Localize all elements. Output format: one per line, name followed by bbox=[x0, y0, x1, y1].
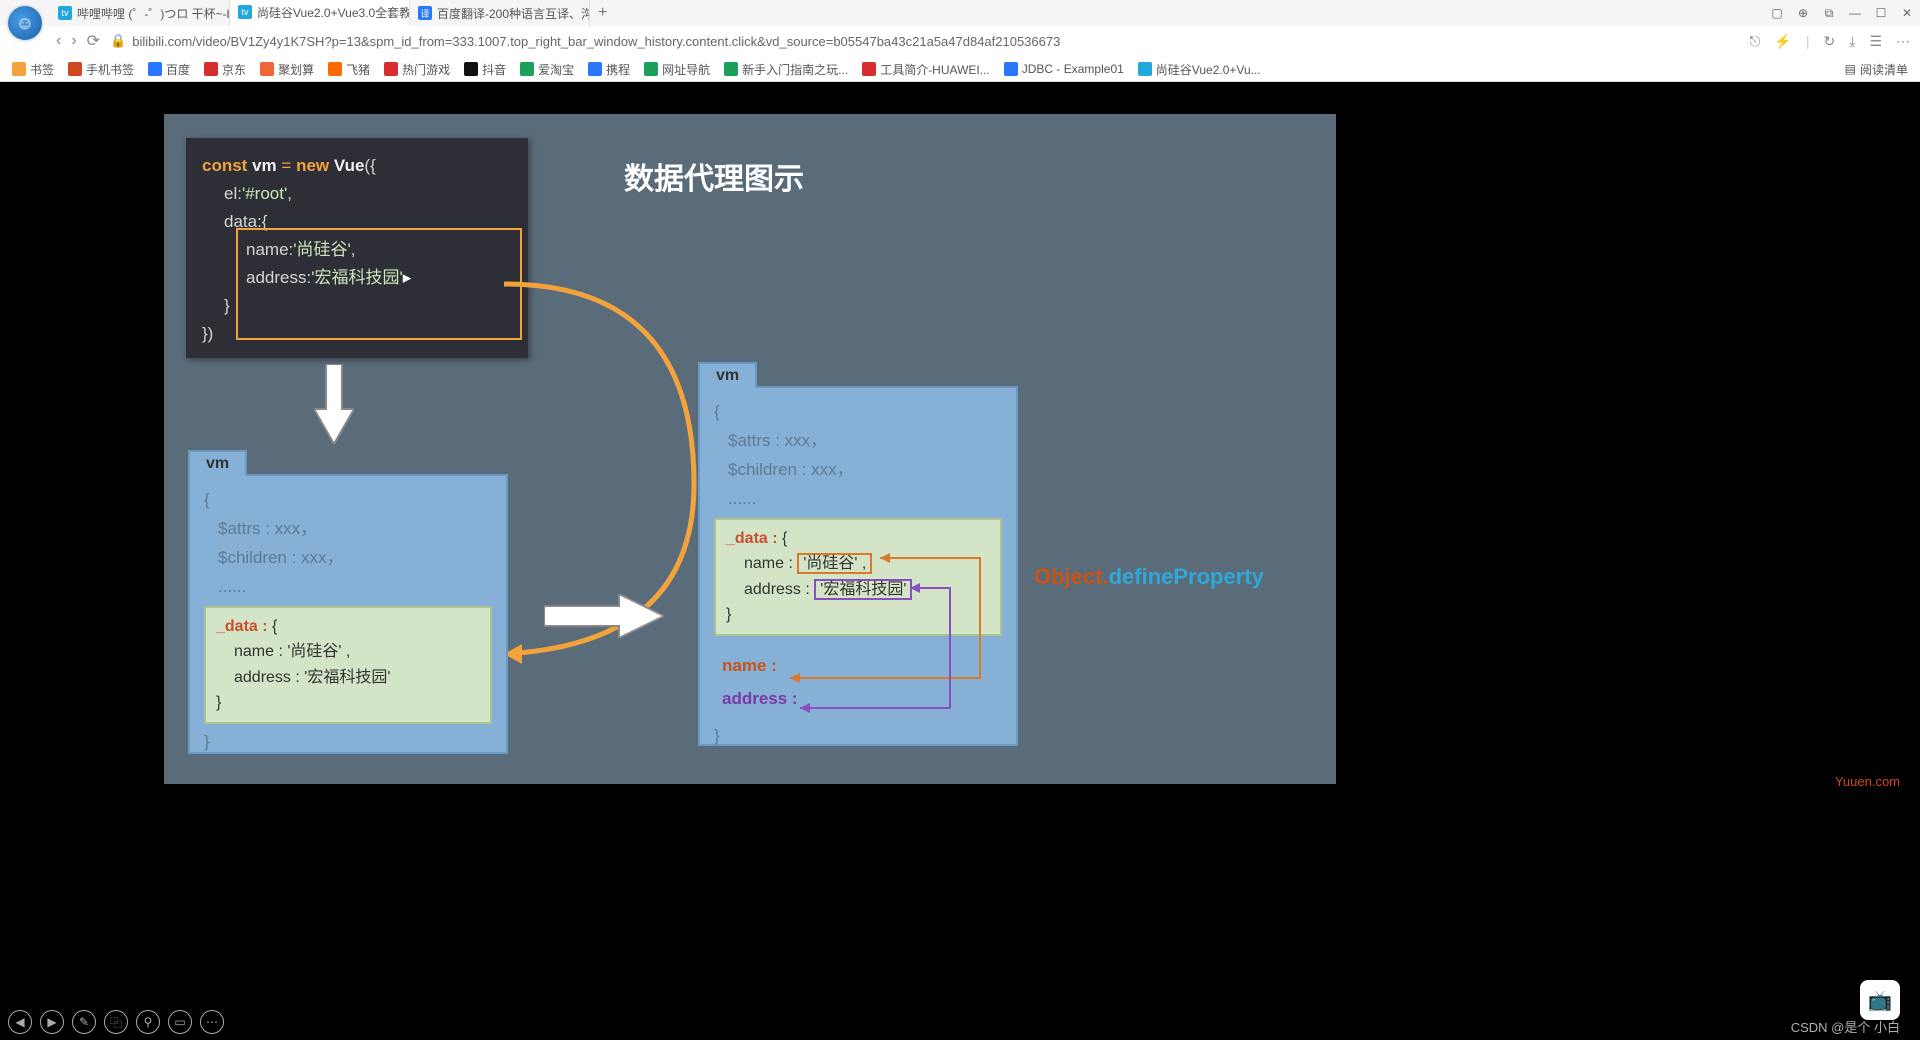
bilibili-icon: tv bbox=[238, 5, 252, 19]
bookmark-item[interactable]: 抖音 bbox=[464, 61, 506, 78]
video-controls: ◀ ▶ ✎ ⿻ ⚲ ▭ ⋯ bbox=[8, 1010, 224, 1034]
maximize-icon[interactable]: ☐ bbox=[1874, 6, 1888, 20]
reading-list[interactable]: ▤阅读清单 bbox=[1845, 61, 1908, 78]
bookmark-item[interactable]: 手机书签 bbox=[68, 61, 134, 78]
bm-icon bbox=[644, 62, 658, 76]
bookmark-item[interactable]: 书签 bbox=[12, 61, 54, 78]
browser-chrome: ☺ tv 哔哩哔哩 (゜-゜)つロ 干杯~-bilibili tv 尚硅谷Vue… bbox=[0, 0, 1920, 82]
restore-icon[interactable]: ⧉ bbox=[1822, 6, 1836, 21]
prev-button[interactable]: ◀ bbox=[8, 1010, 32, 1034]
tab-0[interactable]: tv 哔哩哔哩 (゜-゜)つロ 干杯~-bilibili bbox=[50, 0, 230, 26]
flash-icon[interactable]: ⚡ bbox=[1774, 33, 1791, 50]
bilibili-logo-icon[interactable]: 📺 bbox=[1860, 980, 1900, 1020]
bm-icon bbox=[148, 62, 162, 76]
sidebar-icon[interactable]: ▢ bbox=[1770, 6, 1784, 20]
fanyi-icon: 译 bbox=[418, 6, 432, 20]
avatar[interactable]: ☺ bbox=[6, 4, 44, 42]
next-button[interactable]: ▶ bbox=[40, 1010, 64, 1034]
send-icon[interactable]: ⎋ bbox=[1749, 33, 1760, 50]
arrow-down bbox=[314, 364, 354, 444]
data-box: _data : { name : '尚硅谷' , address : '宏福科技… bbox=[714, 518, 1002, 636]
bilibili-icon: tv bbox=[58, 6, 72, 20]
forward-button[interactable]: › bbox=[71, 32, 76, 50]
vm-tab: vm bbox=[698, 362, 757, 388]
tab-title: 哔哩哔哩 (゜-゜)つロ 干杯~-bilibili bbox=[77, 5, 230, 22]
bookmark-item[interactable]: 携程 bbox=[588, 61, 630, 78]
bookmark-item[interactable]: 工具简介-HUAWEI... bbox=[862, 61, 990, 78]
zoom-button[interactable]: ⚲ bbox=[136, 1010, 160, 1034]
download-icon[interactable]: ⤓ bbox=[1849, 33, 1855, 50]
tab-1[interactable]: tv 尚硅谷Vue2.0+Vue3.0全套教程 | × bbox=[230, 0, 410, 26]
more-button[interactable]: ⋯ bbox=[200, 1010, 224, 1034]
define-property-label: Object.defineProperty bbox=[1034, 564, 1264, 590]
url-input[interactable]: 🔒 bilibili.com/video/BV1Zy4y1K7SH?p=13&s… bbox=[110, 33, 1739, 49]
tab-title: 尚硅谷Vue2.0+Vue3.0全套教程 | bbox=[257, 4, 410, 21]
bm-icon bbox=[328, 62, 342, 76]
data-box: _data : { name : '尚硅谷' , address : '宏福科技… bbox=[204, 606, 492, 724]
minimize-icon[interactable]: — bbox=[1848, 6, 1862, 20]
copy-button[interactable]: ⿻ bbox=[104, 1010, 128, 1034]
bookmark-item[interactable]: 尚硅谷Vue2.0+Vu... bbox=[1138, 61, 1261, 78]
bookmark-item[interactable]: 热门游戏 bbox=[384, 61, 450, 78]
bm-icon bbox=[384, 62, 398, 76]
bookmark-bar: 书签 手机书签 百度 京东 聚划算 飞猪 热门游戏 抖音 爱淘宝 携程 网址导航… bbox=[0, 56, 1920, 82]
bm-icon bbox=[862, 62, 876, 76]
list-icon[interactable]: ☰ bbox=[1869, 33, 1882, 50]
refresh-button[interactable]: ⟳ bbox=[87, 31, 100, 51]
bookmark-item[interactable]: JDBC - Example01 bbox=[1004, 62, 1124, 76]
bookmark-item[interactable]: 新手入门指南之玩... bbox=[724, 61, 848, 78]
bookmark-item[interactable]: 聚划算 bbox=[260, 61, 314, 78]
vm-tab: vm bbox=[188, 450, 247, 476]
arrow-right bbox=[544, 594, 664, 638]
edit-button[interactable]: ✎ bbox=[72, 1010, 96, 1034]
menu-icon[interactable]: ⋯ bbox=[1896, 33, 1910, 50]
video-area[interactable]: 数据代理图示 const vm = new Vue({ el:'#root', … bbox=[0, 82, 1920, 1040]
rect-button[interactable]: ▭ bbox=[168, 1010, 192, 1034]
new-tab-button[interactable]: + bbox=[590, 4, 615, 22]
slide-title: 数据代理图示 bbox=[624, 154, 804, 198]
bm-icon bbox=[588, 62, 602, 76]
url-text: bilibili.com/video/BV1Zy4y1K7SH?p=13&spm… bbox=[132, 34, 1060, 49]
ext-icon[interactable]: ⊕ bbox=[1796, 6, 1810, 20]
bm-icon bbox=[204, 62, 218, 76]
window-controls: ▢ ⊕ ⧉ — ☐ ✕ bbox=[1770, 0, 1914, 26]
bm-icon bbox=[1004, 62, 1018, 76]
address-bar: ‹ › ⟳ 🔒 bilibili.com/video/BV1Zy4y1K7SH?… bbox=[0, 26, 1920, 56]
lock-icon: 🔒 bbox=[110, 33, 126, 49]
watermark-csdn: CSDN @是个 小白 bbox=[1791, 1017, 1900, 1036]
refresh2-icon[interactable]: ↻ bbox=[1824, 33, 1836, 50]
bm-icon bbox=[68, 62, 82, 76]
tab-title: 百度翻译-200种语言互译、沟通全世 bbox=[437, 5, 590, 22]
bookmark-item[interactable]: 爱淘宝 bbox=[520, 61, 574, 78]
code-box: const vm = new Vue({ el:'#root', data:{ … bbox=[186, 138, 528, 358]
slide: 数据代理图示 const vm = new Vue({ el:'#root', … bbox=[164, 114, 1336, 784]
watermark-yuuen: Yuuen.com bbox=[1835, 774, 1900, 789]
bm-icon bbox=[260, 62, 274, 76]
vm-box-1: vm { $attrs : xxx， $children : xxx， ....… bbox=[188, 474, 508, 754]
tab-bar: tv 哔哩哔哩 (゜-゜)つロ 干杯~-bilibili tv 尚硅谷Vue2.… bbox=[0, 0, 1920, 26]
bm-icon bbox=[520, 62, 534, 76]
back-button[interactable]: ‹ bbox=[56, 32, 61, 50]
close-icon[interactable]: ✕ bbox=[1900, 6, 1914, 20]
star-icon bbox=[12, 62, 26, 76]
bm-icon bbox=[1138, 62, 1152, 76]
vm-box-2: vm { $attrs : xxx， $children : xxx， ....… bbox=[698, 386, 1018, 746]
tab-2[interactable]: 译 百度翻译-200种语言互译、沟通全世 bbox=[410, 0, 590, 26]
bookmark-item[interactable]: 飞猪 bbox=[328, 61, 370, 78]
bm-icon bbox=[464, 62, 478, 76]
bm-icon bbox=[724, 62, 738, 76]
bookmark-item[interactable]: 京东 bbox=[204, 61, 246, 78]
bookmark-item[interactable]: 百度 bbox=[148, 61, 190, 78]
bookmark-item[interactable]: 网址导航 bbox=[644, 61, 710, 78]
list-icon: ▤ bbox=[1845, 62, 1856, 76]
